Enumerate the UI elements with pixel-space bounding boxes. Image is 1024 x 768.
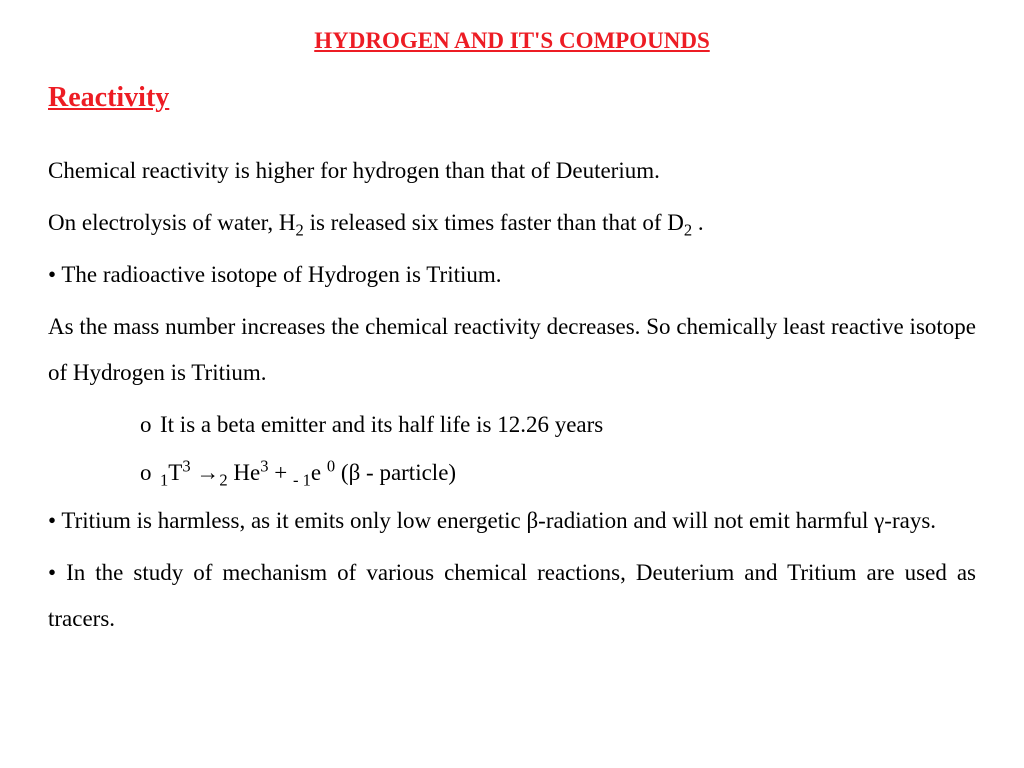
subscript-2: 2	[219, 471, 227, 490]
sb2-e: e	[311, 460, 327, 485]
sb2-b: →	[191, 460, 220, 485]
bullet-3: • In the study of mechanism of various c…	[48, 550, 976, 642]
heading-text: Reactivity	[48, 82, 169, 113]
page-title: HYDROGEN AND IT'S COMPOUNDS	[48, 28, 976, 54]
p2-part-c: .	[692, 210, 704, 235]
superscript-3: 3	[182, 456, 190, 475]
circle-bullet-icon: o	[140, 402, 160, 448]
superscript-0: 0	[327, 456, 335, 475]
superscript-3: 3	[260, 456, 268, 475]
sb2-c: He	[228, 460, 261, 485]
section-heading: Reactivity	[48, 82, 976, 114]
subscript-2: 2	[684, 221, 692, 240]
sub-bullet-2: o 1T3 →2 He3 + - 1e 0 (β - particle)	[48, 450, 976, 496]
subscript-2: 2	[296, 221, 304, 240]
sb2-a: T	[168, 460, 182, 485]
subscript-minus-1: - 1	[293, 471, 311, 490]
p2-part-b: is released six times faster than that o…	[304, 210, 684, 235]
title-text: HYDROGEN AND IT'S COMPOUNDS	[314, 28, 710, 53]
sub-bullet-1: o It is a beta emitter and its half life…	[48, 402, 976, 448]
p2-part-a: On electrolysis of water, H	[48, 210, 296, 235]
bullet-2: • Tritium is harmless, as it emits only …	[48, 498, 976, 544]
paragraph-2: On electrolysis of water, H2 is released…	[48, 200, 976, 246]
sb2-d: +	[269, 460, 293, 485]
bullet-1: • The radioactive isotope of Hydrogen is…	[48, 252, 976, 298]
paragraph-1: Chemical reactivity is higher for hydrog…	[48, 148, 976, 194]
sb1-text: It is a beta emitter and its half life i…	[160, 412, 603, 437]
circle-bullet-icon: o	[140, 450, 160, 496]
sb2-f: (β - particle)	[335, 460, 456, 485]
paragraph-3: As the mass number increases the chemica…	[48, 304, 976, 396]
